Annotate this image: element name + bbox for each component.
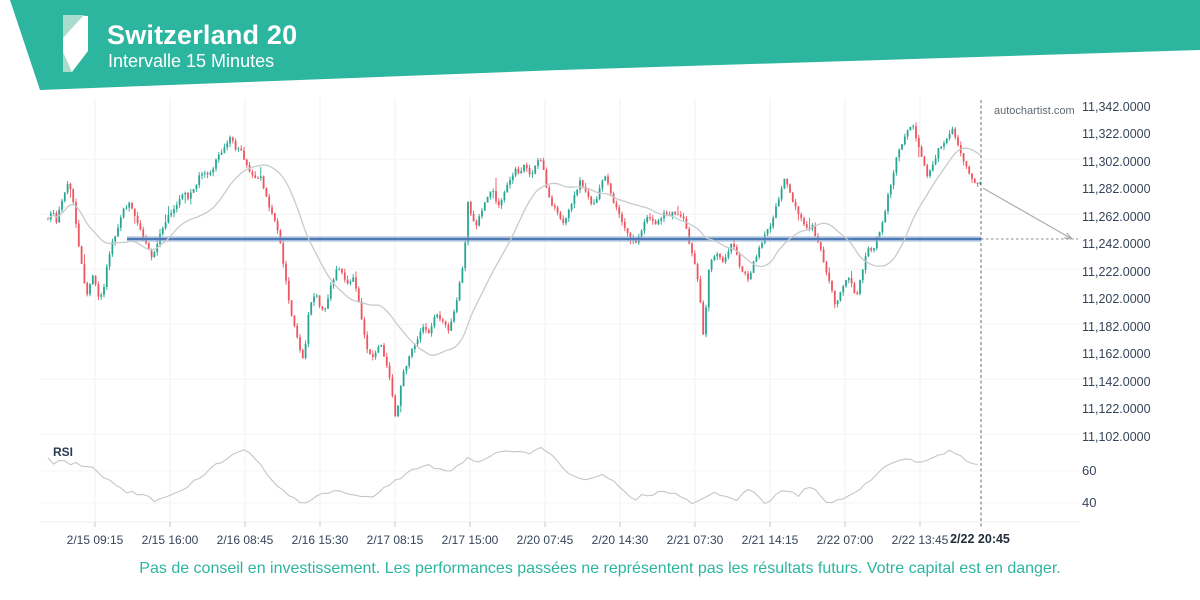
rsi-line: [47, 446, 978, 505]
price-axis-label: 11,242.0000: [1082, 237, 1151, 251]
time-axis-label: 2/21 14:15: [741, 533, 799, 547]
time-axis-label: 2/17 08:15: [366, 533, 424, 547]
time-axis-label: 2/16 15:30: [291, 533, 349, 547]
time-axis-label: 2/21 07:30: [666, 533, 724, 547]
rsi-label: RSI: [53, 445, 74, 459]
time-axis-label: 2/20 14:30: [591, 533, 649, 547]
price-axis-label: 11,102.0000: [1082, 429, 1151, 444]
chart-subtitle: Intervalle 15 Minutes: [108, 51, 275, 71]
price-axis-label: 11,322.0000: [1082, 127, 1151, 141]
time-axis-ticks: [94, 522, 921, 527]
time-axis-label: 2/17 15:00: [441, 533, 499, 547]
watermark-text: autochartist.com: [994, 105, 1075, 117]
price-axis-label: 11,202.0000: [1082, 292, 1151, 306]
price-axis-label: 11,222.0000: [1082, 264, 1151, 279]
time-axis-label: 2/20 07:45: [516, 533, 574, 547]
time-axis-label-last: 2/22 20:45: [950, 532, 1010, 546]
risk-disclaimer: Pas de conseil en investissement. Les pe…: [139, 560, 1061, 577]
price-axis-label: 11,262.0000: [1082, 209, 1151, 224]
price-axis-label: 11,302.0000: [1082, 154, 1151, 169]
time-axis-label: 2/15 16:00: [141, 533, 199, 547]
moving-average-line: [47, 147, 981, 356]
price-axis-label: 11,162.0000: [1082, 347, 1151, 361]
time-axis-label: 2/22 07:00: [816, 533, 874, 547]
forecast-arrow: [982, 187, 1073, 240]
time-axis-label: 2/16 08:45: [216, 533, 274, 547]
rsi-axis-label: 60: [1082, 463, 1097, 478]
price-axis-label: 11,342.0000: [1082, 99, 1151, 114]
rsi-axis-label: 40: [1082, 495, 1097, 510]
price-axis-label: 11,182.0000: [1082, 319, 1151, 334]
chart-title: Switzerland 20: [107, 20, 298, 50]
horizontal-gridlines: [40, 158, 1080, 504]
price-axis-label: 11,282.0000: [1082, 182, 1151, 196]
vertical-gridlines: [94, 98, 921, 522]
time-axis-label: 2/15 09:15: [66, 533, 124, 547]
autochartist-logo-icon: [63, 15, 88, 72]
time-axis-label: 2/22 13:45: [891, 533, 949, 547]
price-axis-label: 11,142.0000: [1082, 374, 1151, 389]
price-axis-label: 11,122.0000: [1082, 402, 1151, 416]
